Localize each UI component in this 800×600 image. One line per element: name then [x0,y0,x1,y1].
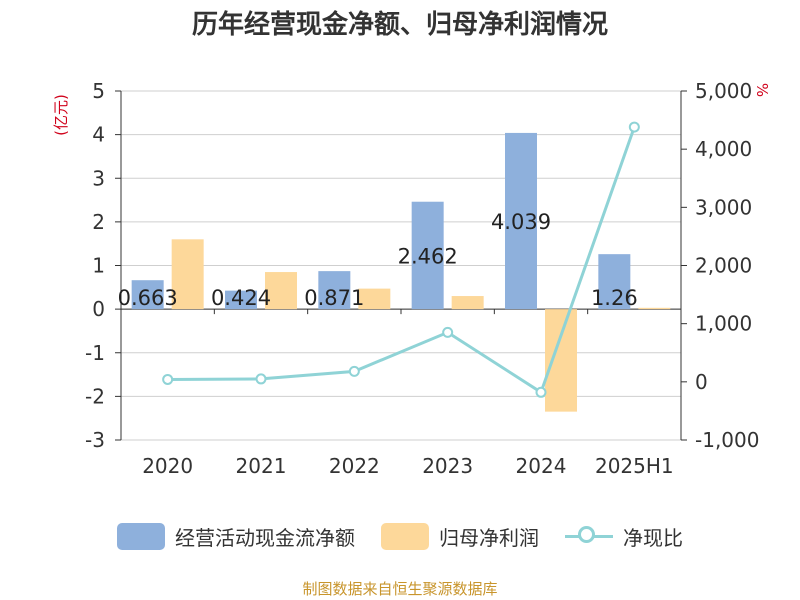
bar-cashflow [505,132,537,310]
bar-cashflow [411,201,444,310]
data-label-cashflow: 4.039 [491,210,551,234]
legend-label-cash-ratio: 净现比 [623,525,683,550]
point-cash-ratio [162,373,174,385]
x-tick-label: 2023 [422,454,473,478]
bar-cashflow [598,254,631,310]
bar-net-profit [171,239,204,310]
left-tick-label: 0 [92,297,105,321]
x-tick-label: 2025H1 [595,454,674,478]
data-label-cashflow: 1.26 [591,286,638,310]
bar-net-profit [265,272,297,310]
left-tick-label: 5 [92,79,105,103]
right-tick-label: 2,000 [695,254,752,278]
data-label-cashflow: 0.871 [304,286,364,310]
chart-legend: 经营活动现金流净额 归母净利润 净现比 [0,518,800,554]
data-label-cashflow: 2.462 [398,244,458,268]
right-axis-unit: % [753,83,771,97]
data-label-cashflow: 0.424 [211,286,271,310]
point-cash-ratio [442,326,454,338]
chart-title: 历年经营现金净额、归母净利润情况 [191,10,608,40]
point-cash-ratio [535,386,547,398]
legend-item-cash-ratio[interactable]: 净现比 [565,522,683,551]
right-tick-label: 4,000 [695,137,752,161]
left-tick-label: 2 [92,210,105,234]
legend-swatch-net-profit [381,522,429,550]
x-tick-label: 2020 [142,454,193,478]
legend-swatch-cashflow [117,522,165,550]
legend-label-net-profit: 归母净利润 [439,525,539,550]
bar-cashflow [131,280,164,310]
bar-net-profit [451,296,484,310]
legend-item-net-profit[interactable]: 归母净利润 [381,522,539,551]
x-tick-label: 2022 [329,454,380,478]
right-tick-label: 3,000 [695,195,752,219]
bar-net-profit [545,309,577,412]
point-cash-ratio [628,121,640,133]
left-tick-label: 3 [92,166,105,190]
data-label-cashflow: 0.663 [118,286,178,310]
x-tick-label: 2024 [516,454,567,478]
point-cash-ratio [348,365,360,377]
bar-net-profit [358,288,391,310]
left-tick-label: 1 [92,254,105,278]
left-tick-label: -2 [85,384,105,408]
left-tick-label: -1 [85,341,105,365]
source-note: 制图数据来自恒生聚源数据库 [302,580,498,598]
x-tick-label: 2021 [236,454,287,478]
bar-net-profit [638,307,671,310]
right-tick-label: 1,000 [695,312,752,336]
bar-cashflow [225,290,257,310]
point-cash-ratio [255,373,267,385]
left-tick-label: -3 [85,428,105,452]
legend-item-cashflow[interactable]: 经营活动现金流净额 [117,522,355,551]
left-tick-label: 4 [92,123,105,147]
bar-cashflow [318,271,351,310]
right-tick-label: 0 [695,370,708,394]
right-tick-label: -1,000 [695,428,759,452]
line-cash-ratio [167,126,636,395]
legend-line-cash-ratio-icon [565,523,613,550]
right-tick-label: 5,000 [695,79,752,103]
left-axis-unit: (亿元) [52,94,70,136]
legend-label-cashflow: 经营活动现金流净额 [175,525,355,550]
